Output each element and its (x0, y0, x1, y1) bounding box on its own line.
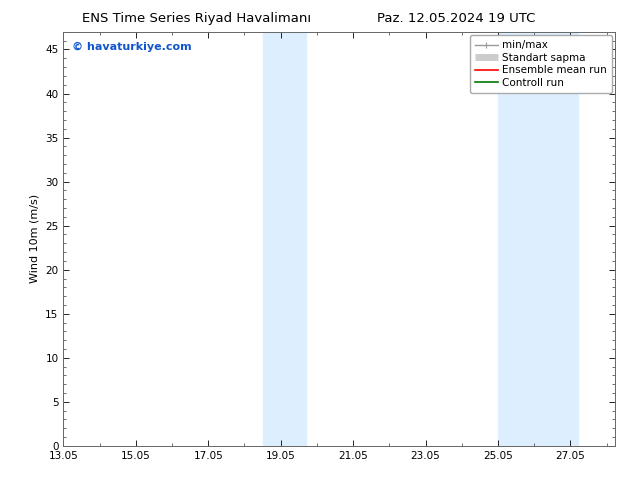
Text: © havaturkiye.com: © havaturkiye.com (72, 42, 191, 52)
Y-axis label: Wind 10m (m/s): Wind 10m (m/s) (30, 195, 40, 283)
Bar (262, 32, 306, 446)
Legend: min/max, Standart sapma, Ensemble mean run, Controll run: min/max, Standart sapma, Ensemble mean r… (470, 35, 612, 93)
Bar (498, 32, 578, 446)
Text: ENS Time Series Riyad Havalimanı: ENS Time Series Riyad Havalimanı (82, 12, 311, 25)
Text: Paz. 12.05.2024 19 UTC: Paz. 12.05.2024 19 UTC (377, 12, 536, 25)
